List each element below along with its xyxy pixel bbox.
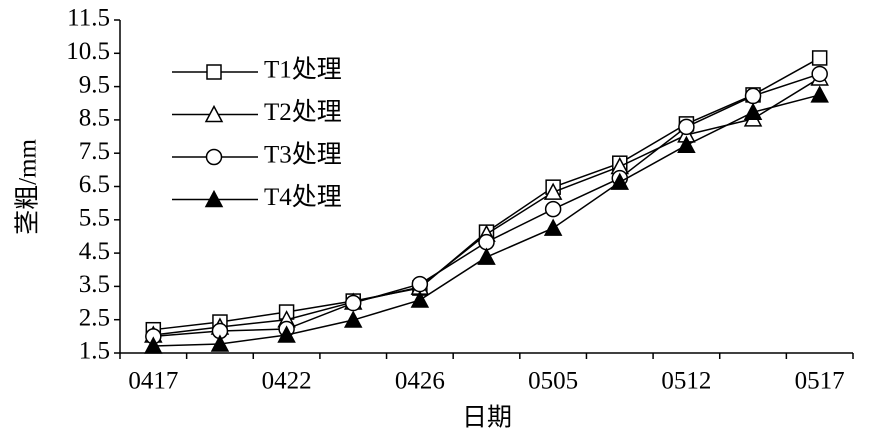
data-point <box>811 50 828 66</box>
x-tick-label: 0512 <box>661 368 711 395</box>
data-point <box>478 233 495 251</box>
x-tick-label: 0417 <box>128 368 178 395</box>
x-tick-label: 0505 <box>528 368 578 395</box>
data-point <box>277 325 296 343</box>
data-point <box>411 275 429 293</box>
data-point <box>744 87 762 105</box>
y-tick-label: 8.5 <box>79 105 110 132</box>
data-point <box>210 334 230 352</box>
data-point <box>477 247 496 265</box>
x-axis-label: 日期 <box>462 405 512 432</box>
data-point <box>811 65 828 83</box>
y-tick-label: 2.5 <box>79 304 110 331</box>
data-point <box>610 172 630 190</box>
legend-marker <box>204 189 224 208</box>
data-point <box>678 118 695 136</box>
legend-marker <box>206 64 222 80</box>
y-axis-label: 茎粗/mm <box>14 139 42 235</box>
x-tick-label: 0517 <box>795 368 845 395</box>
data-point <box>144 336 163 354</box>
data-point <box>743 102 763 120</box>
series-line <box>153 77 821 336</box>
x-tick-label: 0422 <box>262 368 312 395</box>
data-point <box>544 200 562 218</box>
y-tick-label: 5.5 <box>79 205 110 232</box>
legend-label: T4处理 <box>264 183 342 211</box>
legend-marker <box>204 104 224 123</box>
y-tick-label: 10.5 <box>66 38 110 65</box>
legend-label: T2处理 <box>264 98 342 126</box>
data-point <box>343 310 363 328</box>
series-line <box>153 94 820 347</box>
data-point <box>810 85 829 103</box>
y-tick-label: 7.5 <box>79 138 110 165</box>
x-tick-label: 0426 <box>395 368 445 395</box>
data-point <box>543 218 563 236</box>
y-tick-label: 6.5 <box>79 171 110 198</box>
series-line <box>153 57 821 331</box>
data-point <box>677 135 696 153</box>
data-point <box>344 294 362 312</box>
legend-label: T3处理 <box>264 141 342 169</box>
y-tick-label: 1.5 <box>79 338 110 365</box>
y-tick-label: 3.5 <box>79 271 110 298</box>
data-point <box>543 182 563 200</box>
legend-marker <box>205 148 223 166</box>
y-tick-label: 9.5 <box>79 71 110 98</box>
data-point <box>410 290 430 308</box>
legend-label: T1处理 <box>264 56 342 84</box>
series-line <box>153 73 820 338</box>
y-tick-label: 11.5 <box>67 5 110 32</box>
y-tick-label: 4.5 <box>79 238 110 265</box>
